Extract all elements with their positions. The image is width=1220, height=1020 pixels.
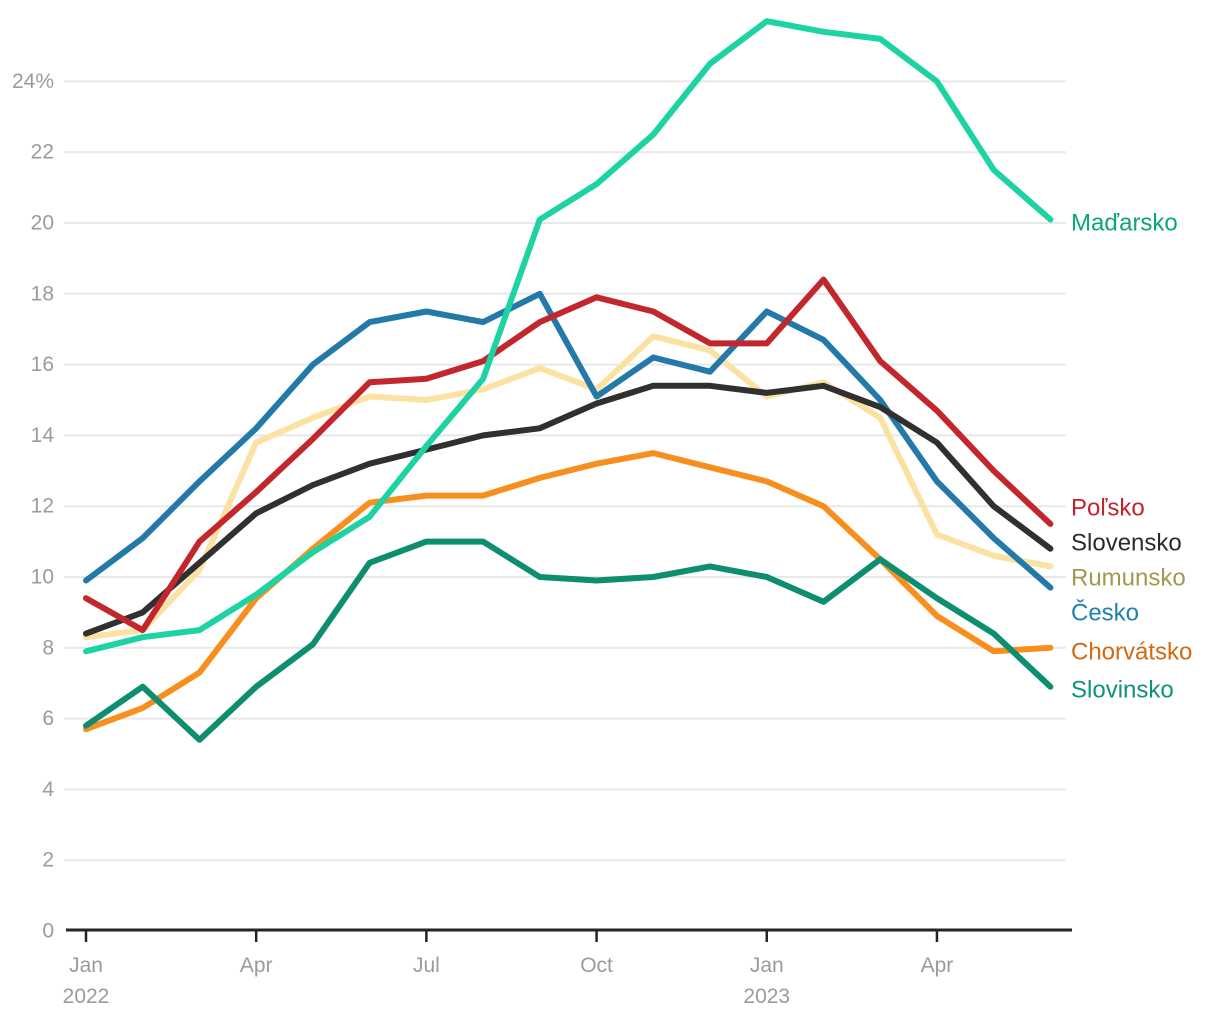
y-axis-label-4: 4 bbox=[42, 778, 54, 801]
legend-label-cesko: Česko bbox=[1071, 599, 1139, 627]
y-axis-label-18: 18 bbox=[31, 282, 54, 305]
x-axis-year-label-2023: 2023 bbox=[743, 985, 790, 1008]
legend-label-slovensko: Slovensko bbox=[1071, 530, 1182, 557]
series-line-madarsko bbox=[83, 18, 1054, 655]
y-axis-label-2: 2 bbox=[42, 849, 54, 872]
y-axis-label-8: 8 bbox=[42, 636, 54, 659]
series-line-slovinsko bbox=[83, 538, 1054, 743]
legend-label-slovinsko: Slovinsko bbox=[1071, 677, 1174, 704]
y-axis-label-6: 6 bbox=[42, 707, 54, 730]
y-axis-label-16: 16 bbox=[31, 353, 54, 376]
legend-label-chorvatsko: Chorvátsko bbox=[1071, 639, 1192, 666]
y-axis-label-20: 20 bbox=[31, 212, 54, 235]
x-axis-label-15: Apr bbox=[921, 954, 954, 977]
y-axis-label-14: 14 bbox=[31, 424, 55, 447]
x-axis-label-6: Jul bbox=[413, 954, 440, 977]
series-line-rumunsko bbox=[83, 333, 1054, 641]
y-axis-label-24: 24% bbox=[12, 70, 54, 93]
x-axis-year-label-2022: 2022 bbox=[63, 985, 110, 1008]
series-line-cesko bbox=[83, 290, 1054, 591]
legend-label-polsko: Poľsko bbox=[1071, 495, 1145, 522]
y-axis-label-12: 12 bbox=[31, 495, 54, 518]
y-axis-label-10: 10 bbox=[31, 566, 54, 589]
series-line-polsko bbox=[83, 276, 1054, 634]
y-axis-label-0: 0 bbox=[42, 920, 54, 943]
legend-label-rumunsko: Rumunsko bbox=[1071, 565, 1186, 592]
x-axis-label-3: Apr bbox=[240, 954, 273, 977]
legend-label-madarsko: Maďarsko bbox=[1071, 210, 1178, 237]
x-axis-label-9: Oct bbox=[580, 954, 613, 977]
x-axis-label-12: Jan bbox=[750, 954, 784, 977]
x-axis-label-0: Jan bbox=[69, 954, 103, 977]
series-line-slovensko bbox=[83, 382, 1054, 637]
y-axis-label-22: 22 bbox=[31, 141, 54, 164]
